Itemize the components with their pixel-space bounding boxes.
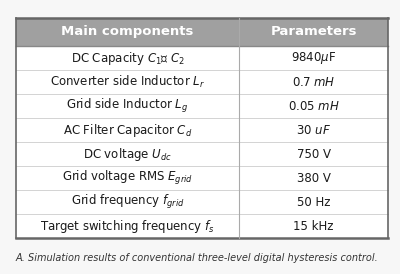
Bar [16, 94, 388, 118]
Text: 9840$\mu$F: 9840$\mu$F [291, 50, 336, 66]
Text: 30 $uF$: 30 $uF$ [296, 124, 331, 137]
Text: DC Capacity $C_1$， $C_2$: DC Capacity $C_1$， $C_2$ [70, 50, 185, 67]
Text: Target switching frequency $f_s$: Target switching frequency $f_s$ [40, 218, 215, 235]
Bar [16, 70, 388, 94]
Text: Grid frequency $f_{grid}$: Grid frequency $f_{grid}$ [71, 193, 184, 211]
Bar [16, 190, 388, 214]
Text: Converter side Inductor $L_r$: Converter side Inductor $L_r$ [50, 74, 205, 90]
Bar [16, 142, 388, 166]
Text: 15 kHz: 15 kHz [293, 220, 334, 233]
Text: 0.05 $mH$: 0.05 $mH$ [288, 100, 340, 113]
Text: Parameters: Parameters [270, 25, 357, 38]
Bar [16, 118, 388, 142]
Bar [16, 18, 388, 46]
Text: 750 V: 750 V [297, 148, 331, 161]
Text: AC Filter Capacitor $C_d$: AC Filter Capacitor $C_d$ [63, 122, 192, 139]
Bar [16, 214, 388, 238]
Text: Grid side Inductor $L_g$: Grid side Inductor $L_g$ [66, 97, 189, 115]
Text: A. Simulation results of conventional three-level digital hysteresis control.: A. Simulation results of conventional th… [16, 253, 379, 263]
Text: Grid voltage RMS $E_{grid}$: Grid voltage RMS $E_{grid}$ [62, 169, 193, 187]
Text: 0.7 $mH$: 0.7 $mH$ [292, 76, 335, 89]
Text: Main components: Main components [62, 25, 194, 38]
Text: 380 V: 380 V [297, 172, 330, 185]
Text: 50 Hz: 50 Hz [297, 196, 330, 209]
Bar [16, 166, 388, 190]
Text: DC voltage $U_{dc}$: DC voltage $U_{dc}$ [83, 146, 172, 163]
Bar [16, 46, 388, 70]
